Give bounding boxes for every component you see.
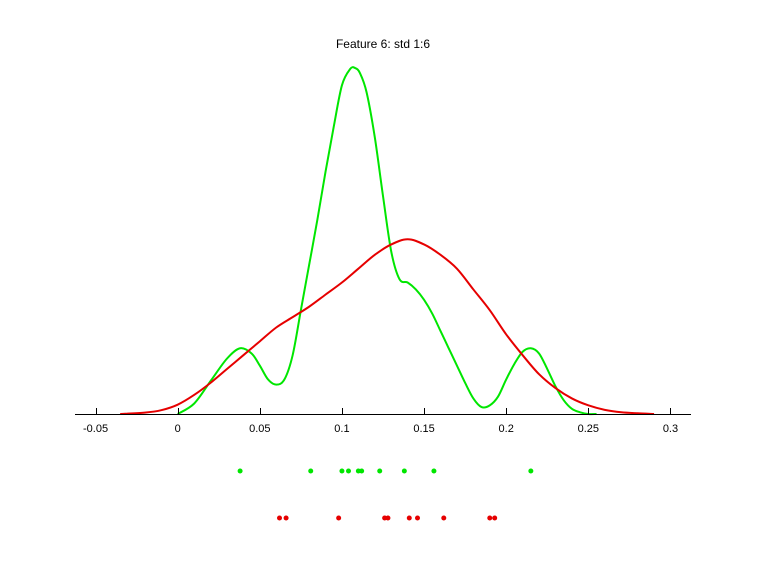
rug-point-1 [308, 468, 314, 474]
x-axis-ticks: -0.05 0 0.05 0.1 0.15 0.2 0.25 0.3 [83, 408, 678, 435]
rug-point-1 [431, 468, 437, 474]
x-tick-label: 0.25 [578, 423, 599, 435]
rug-point-2 [385, 515, 391, 521]
rug-point-2 [414, 515, 420, 521]
rug-point-2 [492, 515, 498, 521]
rug-point-2 [441, 515, 447, 521]
rug-point-1 [401, 468, 407, 474]
x-tick-label: 0.1 [334, 423, 349, 435]
rug-point-1 [528, 468, 534, 474]
rug-point-1 [359, 468, 365, 474]
rug-point-2 [487, 515, 493, 521]
chart-title: Feature 6: std 1:6 [336, 37, 430, 51]
density-curve-2 [120, 238, 655, 415]
density-curves [120, 66, 655, 416]
rug-point-1 [339, 468, 345, 474]
x-tick-label: 0.15 [413, 423, 434, 435]
x-tick-label: -0.05 [83, 423, 108, 435]
x-tick-label: 0.05 [249, 423, 270, 435]
rug-points [237, 468, 534, 521]
x-tick-label: 0.2 [499, 423, 514, 435]
x-tick-label: 0 [175, 423, 181, 435]
rug-point-2 [283, 515, 289, 521]
rug-point-1 [237, 468, 243, 474]
rug-point-2 [277, 515, 283, 521]
rug-point-2 [336, 515, 342, 521]
rug-point-1 [377, 468, 383, 474]
x-tick-label: 0.3 [663, 423, 678, 435]
rug-point-1 [346, 468, 352, 474]
density-curve-1 [177, 66, 597, 416]
rug-point-2 [406, 515, 412, 521]
